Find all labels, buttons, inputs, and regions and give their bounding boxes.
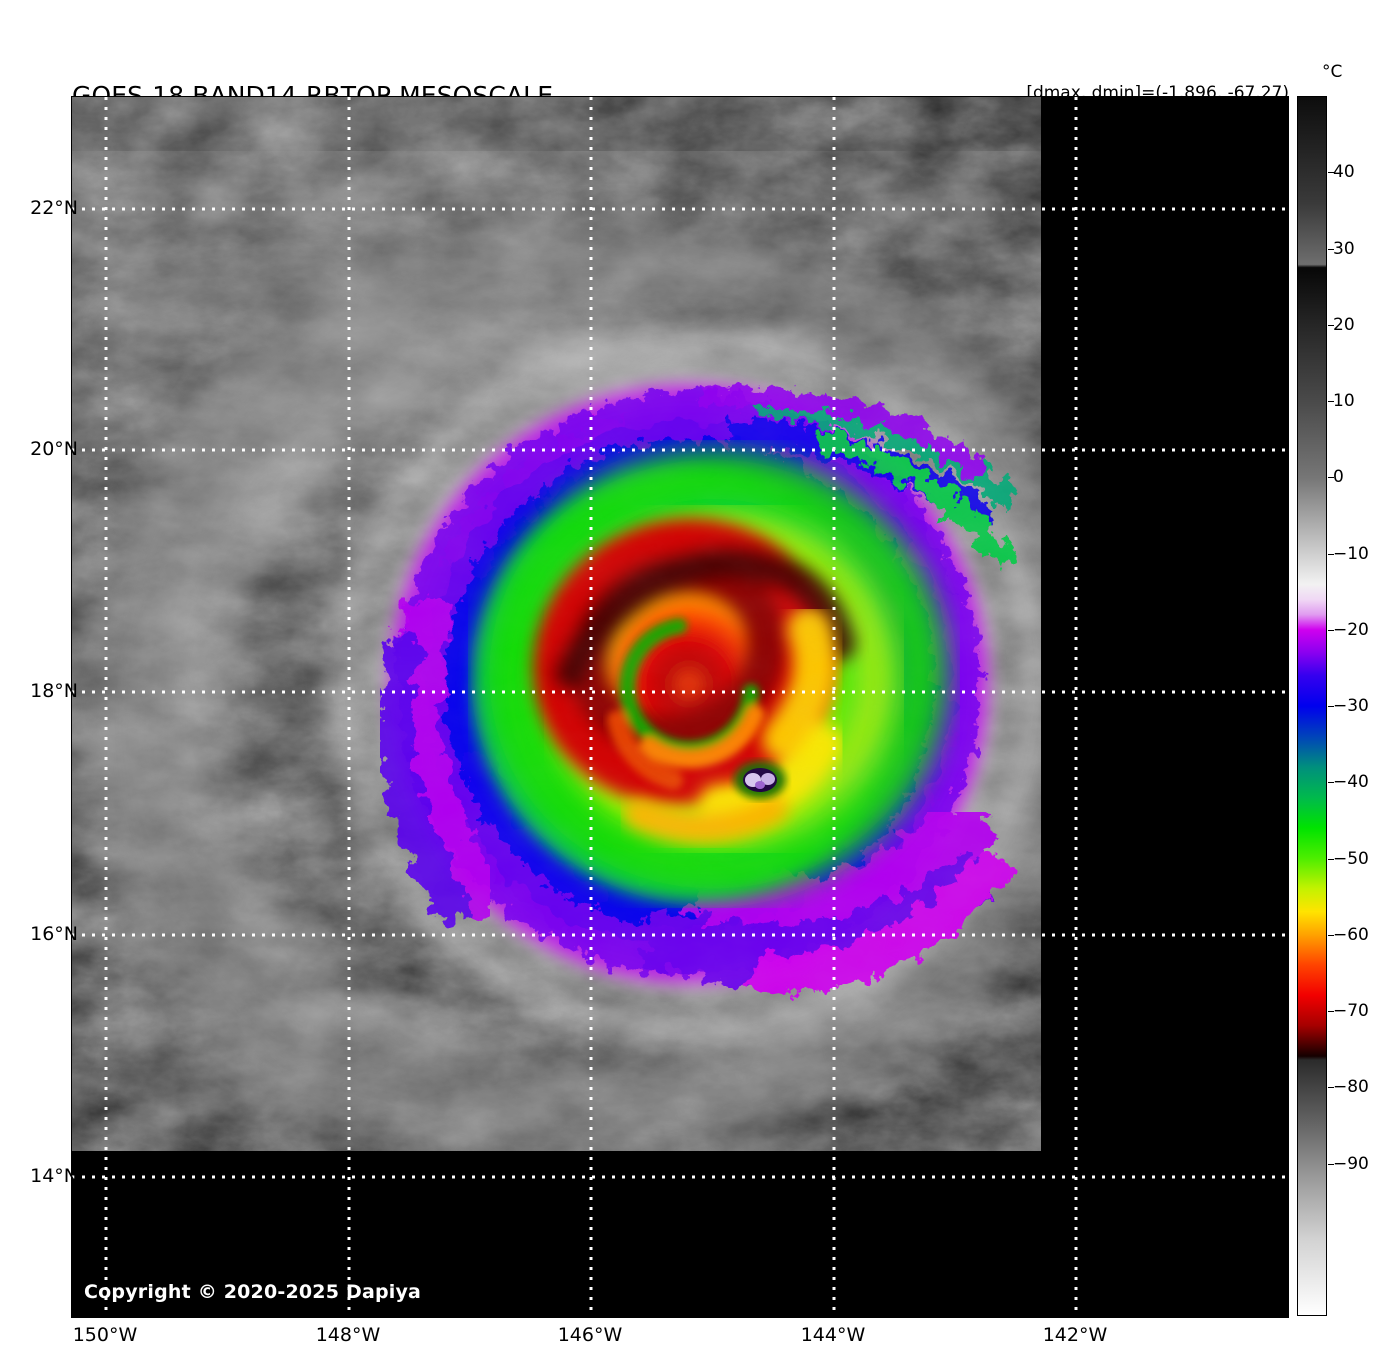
colorbar-tickmark: [1328, 401, 1334, 402]
x-tick-142w: 142°W: [1042, 1324, 1108, 1346]
colorbar-tickmark: [1328, 858, 1334, 860]
colorbar-tickmark: [1328, 1087, 1334, 1089]
colorbar-tickmark: [1328, 706, 1334, 707]
colorbar-tick-minus70: −70: [1333, 1001, 1369, 1021]
y-tick-20n: 20°N: [30, 438, 78, 460]
colorbar-tickmark: [1328, 477, 1334, 479]
colorbar-tick-minus90: −90: [1333, 1153, 1369, 1174]
colorbar-tick-0: 0: [1333, 467, 1344, 488]
ir-data-swath: [72, 97, 1041, 1151]
x-tick-146w: 146°W: [557, 1324, 623, 1346]
satellite-image-plot[interactable]: Copyright © 2020-2025 Dapiya: [71, 96, 1289, 1318]
colorbar-tickmark: [1328, 1011, 1334, 1012]
colorbar-tick-20: 20: [1333, 314, 1355, 335]
graticule-gridlines: [72, 97, 1288, 1317]
x-tick-148w: 148°W: [315, 1324, 381, 1346]
colorbar-gradient: [1298, 97, 1326, 1315]
copyright-text: Copyright © 2020-2025 Dapiya: [84, 1281, 422, 1303]
colorbar-tick-minus60: −60: [1333, 924, 1369, 945]
colorbar-tick-minus30: −30: [1333, 696, 1369, 716]
colorbar-tickmark: [1328, 324, 1334, 326]
y-tick-14n: 14°N: [30, 1165, 78, 1187]
colorbar-tick-minus10: −10: [1333, 543, 1369, 564]
colorbar-tick-minus80: −80: [1333, 1077, 1369, 1098]
colorbar-tickmark: [1328, 553, 1334, 555]
x-tick-144w: 144°W: [800, 1324, 866, 1346]
colorbar-tickmark: [1328, 629, 1334, 631]
satellite-imagery-canvas: [72, 97, 1288, 1317]
colorbar-tickmark: [1328, 934, 1334, 936]
colorbar-tickmark: [1328, 248, 1334, 250]
colorbar-unit-label: °C: [1322, 62, 1343, 82]
colorbar-tick-30: 30: [1333, 238, 1355, 259]
y-tick-18n: 18°N: [30, 680, 78, 702]
x-tick-150w: 150°W: [72, 1324, 138, 1346]
colorbar-tick-minus50: −50: [1333, 848, 1369, 869]
y-tick-16n: 16°N: [30, 923, 78, 945]
title-product: GOES-18 BAND14-RBTOP MESOSCALE: [72, 80, 553, 111]
colorbar-tick-10: 10: [1333, 391, 1355, 411]
colorbar-tick-minus20: −20: [1333, 619, 1369, 640]
colorbar-tickmark: [1328, 1163, 1334, 1165]
colorbar-tick-minus40: −40: [1333, 772, 1369, 793]
colorbar-tick-40: 40: [1333, 162, 1355, 183]
colorbar-tickmark: [1328, 782, 1334, 784]
y-tick-22n: 22°N: [30, 197, 78, 219]
colorbar-tickmark: [1328, 172, 1334, 174]
temperature-colorbar[interactable]: [1297, 96, 1327, 1316]
